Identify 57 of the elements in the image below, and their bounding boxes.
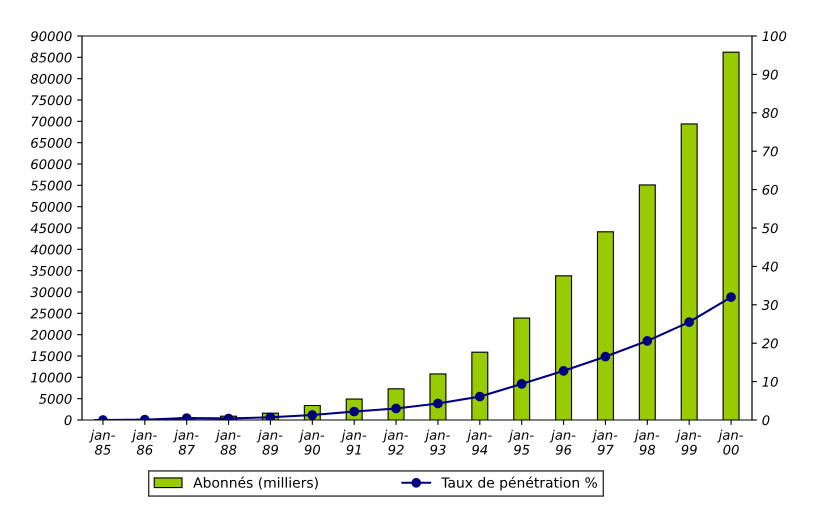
y-tick-label: 85000 — [30, 52, 72, 63]
y-tick-label: 30000 — [30, 287, 72, 298]
x-tick-label: jan- 93 — [424, 430, 450, 455]
point — [600, 352, 610, 362]
point — [474, 392, 485, 402]
x-tick-label: jan- 86 — [130, 430, 157, 455]
y2-tick-label: 40 — [762, 262, 778, 272]
y-tick-label: 70000 — [32, 116, 72, 127]
y2-tick-label: 80 — [762, 108, 778, 118]
y2-tick-label: 70 — [762, 146, 778, 156]
y-tick-label: 50000 — [30, 202, 72, 212]
x-tick-label: jan- 87 — [172, 430, 199, 455]
x-tick-label: jan- 85 — [89, 430, 115, 455]
point — [726, 292, 736, 302]
point — [433, 398, 443, 408]
point — [516, 379, 527, 389]
x-tick-label: jan- 92 — [382, 430, 408, 455]
y-tick-label: 0 — [64, 415, 72, 426]
point — [266, 412, 276, 420]
y2-tick-label: 10 — [762, 376, 778, 387]
y-tick-label: 55000 — [30, 180, 72, 191]
y2-tick-label: 0 — [762, 415, 770, 426]
x-tick-label: jan- 89 — [256, 430, 282, 455]
y-tick-label: 75000 — [32, 95, 72, 106]
point — [684, 317, 694, 327]
y-tick-label: 5000 — [38, 394, 72, 404]
y-tick-label: 65000 — [31, 138, 72, 148]
y2-tick-label: 60 — [762, 184, 778, 195]
y2-tick-label: 30 — [762, 300, 778, 310]
y-tick-label: 80000 — [30, 74, 72, 84]
x-tick-label: jan- 94 — [466, 430, 492, 455]
y-tick-label: 15000 — [30, 351, 72, 362]
x-tick-label: jan- 90 — [298, 430, 324, 455]
x-tick-label: jan- 88 — [214, 430, 241, 455]
x-tick-label: jan- 91 — [340, 430, 366, 455]
x-tick-label: jan- 95 — [508, 430, 534, 455]
y-tick-label: 35000 — [30, 266, 72, 276]
point — [642, 336, 652, 346]
y2-tick-label: 50 — [762, 223, 778, 234]
x-tick-label: jan- 99 — [675, 430, 702, 455]
x-tick-label: jan- 00 — [717, 430, 744, 455]
x-tick-label: jan- 96 — [550, 430, 576, 455]
x-tick-label: jan- 98 — [633, 430, 660, 455]
x-tick-label: jan- 97 — [592, 430, 618, 455]
y2-tick-label: 100 — [762, 31, 786, 42]
y-tick-label: 90000 — [30, 31, 72, 42]
legend-label: Taux de pénétration % — [441, 476, 597, 490]
point — [558, 366, 568, 376]
y-tick-label: 40000 — [30, 244, 72, 255]
y2-tick-label: 90 — [762, 70, 778, 80]
legend-label: Abonnés (milliers) — [193, 476, 318, 490]
y-tick-label: 60000 — [31, 159, 72, 170]
y-tick-label: 10000 — [30, 372, 72, 383]
y-tick-label: 25000 — [30, 308, 72, 319]
y-tick-label: 45000 — [30, 223, 72, 234]
y-tick-label: 20000 — [30, 330, 72, 340]
y2-tick-label: 20 — [762, 338, 778, 348]
